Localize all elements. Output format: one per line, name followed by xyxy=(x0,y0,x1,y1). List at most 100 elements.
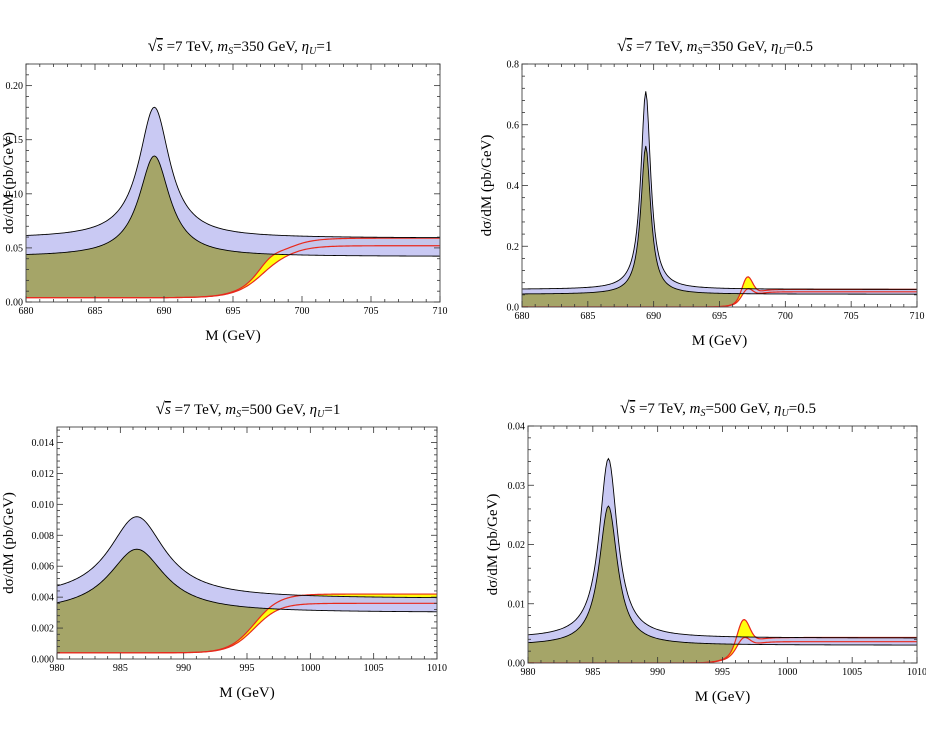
x-tick-label: 1000 xyxy=(300,663,320,674)
y-tick-label: 0.002 xyxy=(32,624,55,635)
y-tick-label: 0.10 xyxy=(6,189,24,200)
title-s: s xyxy=(157,39,163,55)
plot-area xyxy=(57,516,437,654)
title-eta: η xyxy=(310,402,317,418)
y-tick-label: 0.03 xyxy=(508,481,526,492)
x-tick-label: 685 xyxy=(88,306,103,317)
title-ms-sub: S xyxy=(700,408,705,419)
x-tick-label: 680 xyxy=(515,311,530,322)
chart-panel-ms350-eta05: 680 685 690 695 700 705 710 0.0 0.2 0.4 0.6 0.8 M (G… xyxy=(479,36,925,349)
signal-upper-line xyxy=(528,457,917,639)
y-tick-label: 0.8 xyxy=(507,60,520,71)
title-eta-sub: U xyxy=(782,408,790,419)
y-tick-label: 0.02 xyxy=(508,540,526,551)
x-tick-label: 1010 xyxy=(907,667,926,678)
x-tick-label: 710 xyxy=(910,311,925,322)
chart-title: √s =7 TeV, mS=350 GeV, ηU=1 xyxy=(148,36,333,57)
x-tick-label: 700 xyxy=(295,306,310,317)
x-tick-label: 1005 xyxy=(364,663,384,674)
x-tick-label: 690 xyxy=(646,311,661,322)
title-eta-val: =0.5 xyxy=(789,401,816,417)
y-tick-label: 0.6 xyxy=(507,120,520,131)
x-tick-label: 700 xyxy=(778,311,793,322)
y-axis-label: dσ/dM (pb/GeV) xyxy=(479,135,495,237)
title-eta-val: =1 xyxy=(316,39,332,55)
x-axis-label: M (GeV) xyxy=(205,328,260,344)
x-tick-label: 705 xyxy=(364,306,379,317)
background-lower-line xyxy=(57,602,437,654)
title-mass: =500 GeV, xyxy=(241,402,310,418)
overlap-band xyxy=(57,549,437,653)
title-eta: η xyxy=(302,39,309,55)
title-ms: m xyxy=(690,401,701,417)
title-mass: =350 GeV, xyxy=(233,39,302,55)
y-tick-label: 0.01 xyxy=(508,599,526,610)
x-axis-label: M (GeV) xyxy=(219,685,274,701)
title-ms: m xyxy=(225,402,236,418)
y-tick-label: 0.00 xyxy=(508,659,526,670)
chart-panel-ms500-eta05: 980 985 990 995 1000 1005 1010 0.00 0.01 0.02 0.03… xyxy=(485,398,926,705)
chart-title: √s =7 TeV, mS=500 GeV, ηU=1 xyxy=(156,399,341,420)
x-tick-label: 1005 xyxy=(842,667,862,678)
title-eta-sub: U xyxy=(309,46,317,57)
title-ms: m xyxy=(687,39,698,55)
x-tick-label: 1010 xyxy=(427,663,447,674)
title-s: s xyxy=(165,402,171,418)
y-tick-label: 0.20 xyxy=(6,81,24,92)
signal-upper-line xyxy=(26,106,440,239)
title-energy: =7 TeV, xyxy=(635,401,689,417)
title-ms: m xyxy=(217,39,228,55)
x-tick-label: 705 xyxy=(844,311,859,322)
x-tick-label: 710 xyxy=(433,306,448,317)
title-sqrt: √ xyxy=(617,36,627,55)
x-tick-label: 695 xyxy=(712,311,727,322)
signal-lower-line xyxy=(522,145,917,295)
title-ms-sub: S xyxy=(228,46,233,57)
signal-band xyxy=(522,91,917,295)
y-tick-label: 0.4 xyxy=(507,181,520,192)
title-sqrt: √ xyxy=(156,399,166,418)
chart-panel-ms500-eta1: 980 985 990 995 1000 1005 1010 0.000 0.002 0.004 0… xyxy=(1,399,447,701)
x-axis-label: M (GeV) xyxy=(692,333,747,349)
title-sqrt: √ xyxy=(620,398,630,417)
title-eta-val: =1 xyxy=(324,402,340,418)
x-tick-label: 695 xyxy=(226,306,241,317)
y-tick-label: 0.05 xyxy=(6,243,24,254)
x-tick-label: 980 xyxy=(50,663,65,674)
x-axis-label: M (GeV) xyxy=(695,689,750,705)
x-tick-label: 685 xyxy=(580,311,595,322)
y-axis-label: dσ/dM (pb/GeV) xyxy=(485,494,501,596)
plot-area xyxy=(528,457,917,663)
title-mass: =500 GeV, xyxy=(705,401,774,417)
title-ms-sub: S xyxy=(697,46,702,57)
signal-lower-line xyxy=(528,505,917,646)
title-eta-sub: U xyxy=(779,46,787,57)
y-tick-label: 0.004 xyxy=(32,593,55,604)
y-tick-label: 0.04 xyxy=(508,422,526,433)
title-ms-sub: S xyxy=(236,409,241,420)
title-s: s xyxy=(629,401,635,417)
title-eta-sub: U xyxy=(317,409,325,420)
title-s: s xyxy=(626,39,632,55)
signal-band xyxy=(57,516,437,612)
y-tick-label: 0.006 xyxy=(32,562,55,573)
plot-frame xyxy=(521,63,918,308)
y-tick-label: 0.000 xyxy=(32,655,55,666)
chart-title: √s =7 TeV, mS=350 GeV, ηU=0.5 xyxy=(617,36,813,57)
y-tick-label: 0.00 xyxy=(6,298,24,309)
x-tick-label: 995 xyxy=(715,667,730,678)
signal-lower-line xyxy=(57,548,437,613)
plot-area xyxy=(26,106,440,299)
x-tick-label: 680 xyxy=(19,306,34,317)
title-eta: η xyxy=(771,39,778,55)
signal-band xyxy=(26,107,440,257)
overlap-band xyxy=(26,155,440,298)
x-tick-label: 990 xyxy=(176,663,191,674)
chart-panel-ms350-eta1: 680 685 690 695 700 705 710 0.00 0.05 0.10 0.15 0.2… xyxy=(1,36,448,344)
y-axis-label: dσ/dM (pb/GeV) xyxy=(1,492,17,594)
signal-band xyxy=(528,458,917,646)
x-tick-label: 690 xyxy=(157,306,172,317)
signal-upper-line xyxy=(522,91,917,290)
y-tick-label: 0.014 xyxy=(32,438,55,449)
title-energy: =7 TeV, xyxy=(632,39,686,55)
